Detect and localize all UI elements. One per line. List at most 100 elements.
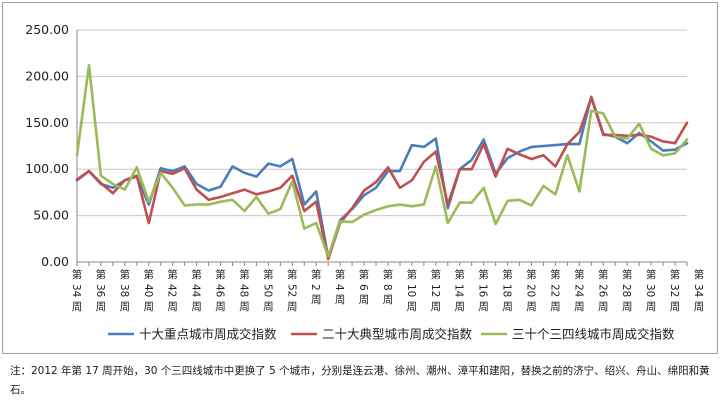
- svg-text:48: 48: [237, 284, 249, 297]
- svg-text:周: 周: [407, 301, 418, 313]
- legend-item-1: 十大重点城市周成交指数: [108, 327, 277, 342]
- svg-text:50: 50: [261, 284, 273, 297]
- x-tick-label: 第 52 周: [285, 268, 297, 313]
- x-tick-label: 第 6 周: [357, 268, 369, 306]
- y-tick-label: 150.00: [25, 115, 69, 130]
- svg-text:42: 42: [166, 284, 178, 297]
- y-tick-label: 200.00: [25, 68, 69, 83]
- svg-text:第: 第: [622, 268, 633, 281]
- x-tick-label: 第 44 周: [190, 268, 202, 313]
- x-tick-label: 第 36 周: [94, 268, 106, 313]
- svg-text:周: 周: [144, 301, 155, 313]
- svg-text:周: 周: [191, 301, 202, 313]
- x-tick-label: 第 22 周: [548, 268, 560, 313]
- svg-text:周: 周: [335, 294, 346, 306]
- svg-text:第: 第: [191, 268, 202, 281]
- svg-text:2: 2: [309, 284, 321, 291]
- svg-text:8: 8: [381, 284, 393, 291]
- series-line-2: [75, 96, 689, 261]
- svg-text:第: 第: [670, 268, 681, 281]
- svg-text:周: 周: [550, 301, 561, 313]
- svg-text:第: 第: [311, 268, 322, 281]
- svg-text:第: 第: [454, 268, 465, 281]
- svg-text:周: 周: [383, 294, 394, 306]
- svg-text:第: 第: [646, 268, 657, 281]
- svg-text:周: 周: [263, 301, 274, 313]
- svg-text:第: 第: [215, 268, 226, 281]
- svg-text:第: 第: [431, 268, 442, 281]
- svg-text:第: 第: [407, 268, 418, 281]
- x-tick-label: 第 34 周: [692, 268, 704, 313]
- svg-text:34: 34: [70, 284, 82, 298]
- svg-text:周: 周: [574, 301, 585, 313]
- x-tick-label: 第 46 周: [214, 268, 226, 313]
- x-tick-label: 第 12 周: [429, 268, 441, 313]
- legend-label: 二十大典型城市周成交指数: [322, 327, 473, 342]
- svg-text:周: 周: [622, 301, 633, 313]
- svg-text:第: 第: [574, 268, 585, 281]
- y-tick-label: 0.00: [41, 254, 69, 269]
- svg-text:第: 第: [287, 268, 298, 281]
- legend-item-3: 三十个三四线城市周成交指数: [481, 327, 675, 342]
- legend: 十大重点城市周成交指数 二十大典型城市周成交指数 三十个三四线城市周成交指数: [108, 327, 675, 342]
- svg-text:40: 40: [142, 284, 154, 297]
- svg-text:第: 第: [694, 268, 705, 281]
- svg-text:周: 周: [694, 301, 705, 313]
- svg-text:周: 周: [120, 301, 131, 313]
- svg-text:34: 34: [692, 284, 704, 298]
- legend-label: 十大重点城市周成交指数: [139, 327, 277, 342]
- svg-text:第: 第: [526, 268, 537, 281]
- svg-text:26: 26: [596, 284, 608, 298]
- svg-text:第: 第: [383, 268, 394, 281]
- svg-text:32: 32: [668, 284, 680, 297]
- svg-text:第: 第: [72, 268, 83, 281]
- svg-text:46: 46: [214, 284, 226, 298]
- x-tick-label: 第 14 周: [453, 268, 465, 313]
- grid-lines: [77, 29, 687, 263]
- legend-label: 三十个三四线城市周成交指数: [512, 327, 675, 342]
- x-tick-label: 第 48 周: [237, 268, 249, 313]
- svg-text:周: 周: [72, 301, 83, 313]
- svg-text:周: 周: [454, 301, 465, 313]
- svg-text:第: 第: [335, 268, 346, 281]
- svg-text:30: 30: [644, 284, 656, 297]
- x-tick-label: 第 28 周: [620, 268, 632, 313]
- svg-text:44: 44: [190, 284, 202, 298]
- x-tick-label: 第 40 周: [142, 268, 154, 313]
- footnote: 注：2012 年第 17 周开始，30 个三四线城市中更换了 5 个城市，分别是…: [10, 365, 710, 396]
- svg-text:36: 36: [94, 284, 106, 298]
- svg-text:18: 18: [501, 284, 513, 297]
- legend-item-2: 二十大典型城市周成交指数: [291, 327, 473, 342]
- series-line-3: [75, 63, 689, 258]
- svg-text:第: 第: [120, 268, 131, 281]
- x-tick-label: 第 26 周: [596, 268, 608, 313]
- svg-text:38: 38: [118, 284, 130, 297]
- y-tick-label: 100.00: [25, 161, 69, 176]
- svg-text:周: 周: [167, 301, 178, 313]
- x-axis: 第34周第36周第38周第40周第42周第44周第46周第48周第50周第52周…: [70, 262, 704, 313]
- svg-text:周: 周: [311, 294, 322, 306]
- y-tick-label: 250.00: [25, 22, 69, 37]
- x-tick-label: 第 50 周: [261, 268, 273, 313]
- svg-text:12: 12: [429, 284, 441, 297]
- svg-text:第: 第: [96, 268, 107, 281]
- svg-text:第: 第: [144, 268, 155, 281]
- svg-text:第: 第: [263, 268, 274, 281]
- x-tick-label: 第 2 周: [309, 268, 321, 306]
- svg-text:周: 周: [96, 301, 107, 313]
- svg-text:周: 周: [502, 301, 513, 313]
- x-tick-label: 第 24 周: [572, 268, 584, 313]
- svg-text:周: 周: [287, 301, 298, 313]
- svg-text:周: 周: [526, 301, 537, 313]
- svg-text:28: 28: [620, 284, 632, 297]
- svg-text:周: 周: [478, 301, 489, 313]
- svg-text:22: 22: [548, 284, 560, 297]
- svg-text:20: 20: [525, 284, 537, 297]
- x-tick-label: 第 42 周: [166, 268, 178, 313]
- svg-text:第: 第: [478, 268, 489, 281]
- svg-text:10: 10: [405, 284, 417, 297]
- svg-text:第: 第: [598, 268, 609, 281]
- svg-text:6: 6: [357, 284, 369, 291]
- svg-text:周: 周: [670, 301, 681, 313]
